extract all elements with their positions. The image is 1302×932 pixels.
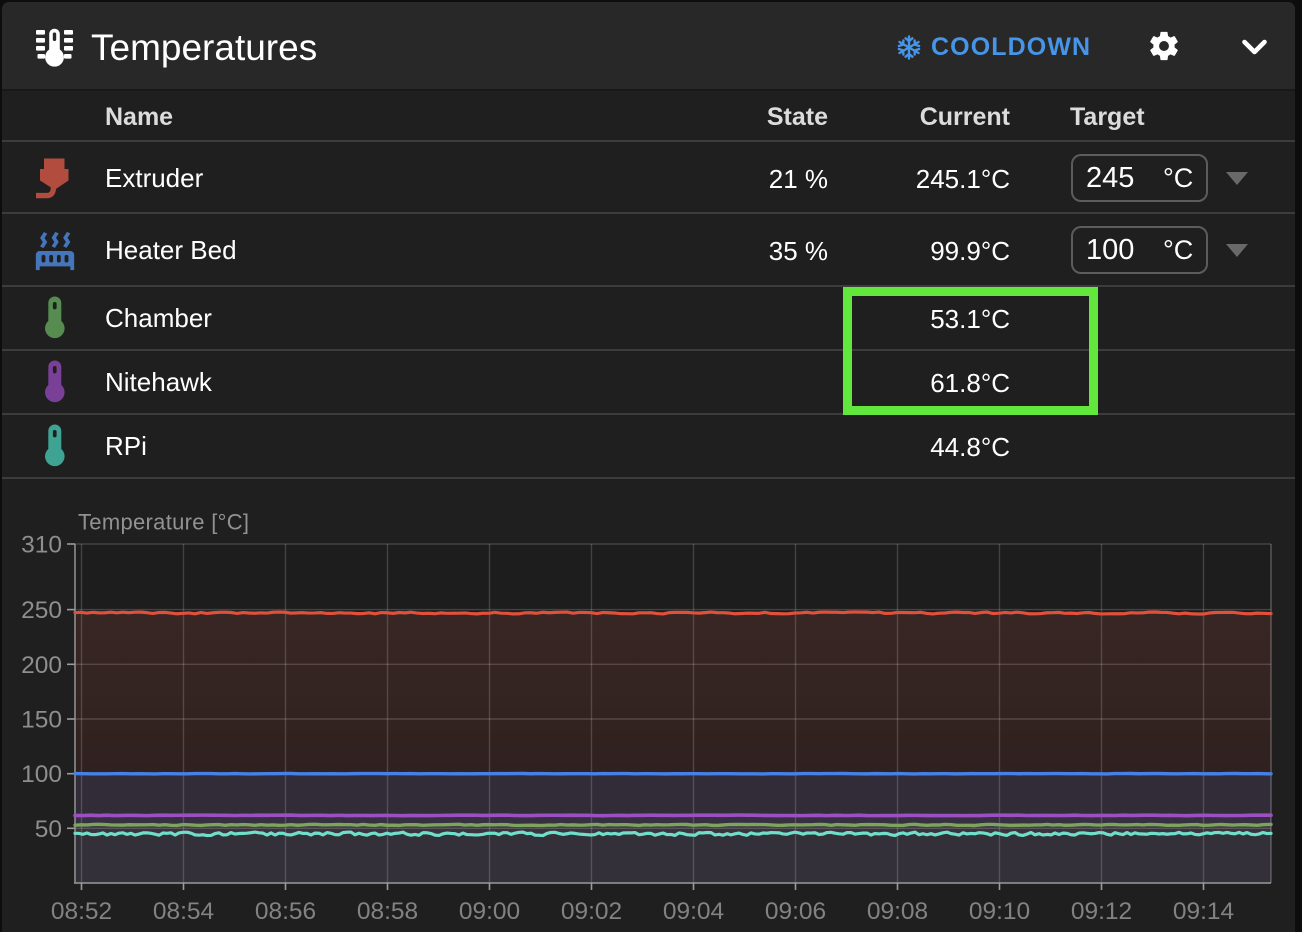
svg-text:250: 250 <box>21 597 62 624</box>
svg-text:100: 100 <box>21 761 62 788</box>
svg-text:150: 150 <box>21 707 62 734</box>
svg-text:200: 200 <box>21 652 62 679</box>
svg-text:50: 50 <box>35 816 62 843</box>
svg-text:09:06: 09:06 <box>765 898 826 925</box>
svg-text:310: 310 <box>21 532 62 559</box>
svg-text:08:56: 08:56 <box>255 898 316 925</box>
svg-text:08:58: 08:58 <box>357 898 418 925</box>
svg-text:09:10: 09:10 <box>969 898 1030 925</box>
svg-text:09:00: 09:00 <box>459 898 520 925</box>
svg-text:09:12: 09:12 <box>1071 898 1132 925</box>
svg-text:09:04: 09:04 <box>663 898 724 925</box>
svg-text:09:02: 09:02 <box>561 898 622 925</box>
svg-text:09:08: 09:08 <box>867 898 928 925</box>
svg-text:09:14: 09:14 <box>1173 898 1234 925</box>
svg-text:08:54: 08:54 <box>153 898 214 925</box>
svg-text:08:52: 08:52 <box>51 898 112 925</box>
svg-text:Temperature [°C]: Temperature [°C] <box>78 510 249 535</box>
